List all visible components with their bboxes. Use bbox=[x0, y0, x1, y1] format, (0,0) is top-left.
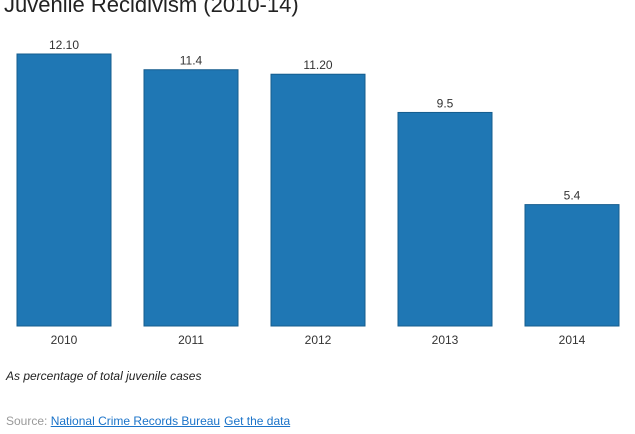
x-tick-2012: 2012 bbox=[305, 333, 332, 347]
x-tick-2014: 2014 bbox=[559, 333, 586, 347]
get-data-link[interactable]: Get the data bbox=[224, 414, 291, 428]
bar-2014 bbox=[524, 204, 620, 327]
x-tick-2010: 2010 bbox=[51, 333, 78, 347]
chart-title: Juvenile Recidivism (2010-14) bbox=[4, 0, 299, 17]
value-label-2011: 11.4 bbox=[180, 54, 203, 68]
chart-note: As percentage of total juvenile cases bbox=[6, 369, 202, 383]
bar-2013 bbox=[397, 111, 493, 327]
source-link[interactable]: National Crime Records Bureau bbox=[50, 414, 221, 428]
value-label-2012: 11.20 bbox=[303, 58, 332, 72]
value-label-2014: 5.4 bbox=[564, 189, 581, 203]
bar-2011 bbox=[143, 69, 239, 327]
x-tick-2011: 2011 bbox=[178, 333, 204, 347]
source-line: Source: National Crime Records Bureau Get… bbox=[6, 414, 290, 428]
value-label-2010: 12.10 bbox=[49, 38, 79, 52]
x-tick-2013: 2013 bbox=[432, 333, 459, 347]
bar-chart: 12.10 2010 11.4 2011 11.20 2012 9.5 2013 5.4 2014 bbox=[16, 38, 620, 347]
source-prefix: Source: bbox=[6, 414, 48, 428]
value-label-2013: 9.5 bbox=[437, 96, 454, 110]
bar-2010 bbox=[16, 53, 112, 327]
bar-2012 bbox=[270, 73, 366, 327]
